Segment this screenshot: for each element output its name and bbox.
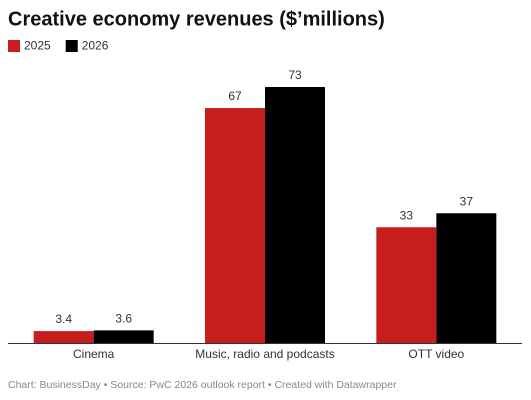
value-label: 73 [288, 68, 302, 82]
value-label: 37 [460, 194, 474, 208]
legend-swatch [8, 40, 20, 52]
legend-swatch [65, 40, 78, 52]
bar [205, 108, 265, 343]
x-tick-label: OTT video [408, 347, 464, 361]
bar [93, 330, 154, 343]
bar [436, 213, 497, 343]
bar [376, 227, 437, 343]
value-label: 3.6 [115, 312, 132, 326]
chart-title: Creative economy revenues ($’millions) [8, 8, 385, 30]
legend-label: 2025 [24, 39, 51, 53]
bar [265, 87, 325, 343]
chart-source: Chart: BusinessDay • Source: PwC 2026 ou… [8, 379, 397, 391]
value-label: 33 [400, 208, 414, 222]
x-tick-label: Music, radio and podcasts [195, 347, 334, 361]
value-label: 3.4 [55, 312, 72, 326]
x-tick-label: Cinema [73, 347, 115, 361]
value-label: 67 [228, 89, 242, 103]
legend-label: 2026 [82, 39, 109, 53]
bar [33, 331, 94, 343]
